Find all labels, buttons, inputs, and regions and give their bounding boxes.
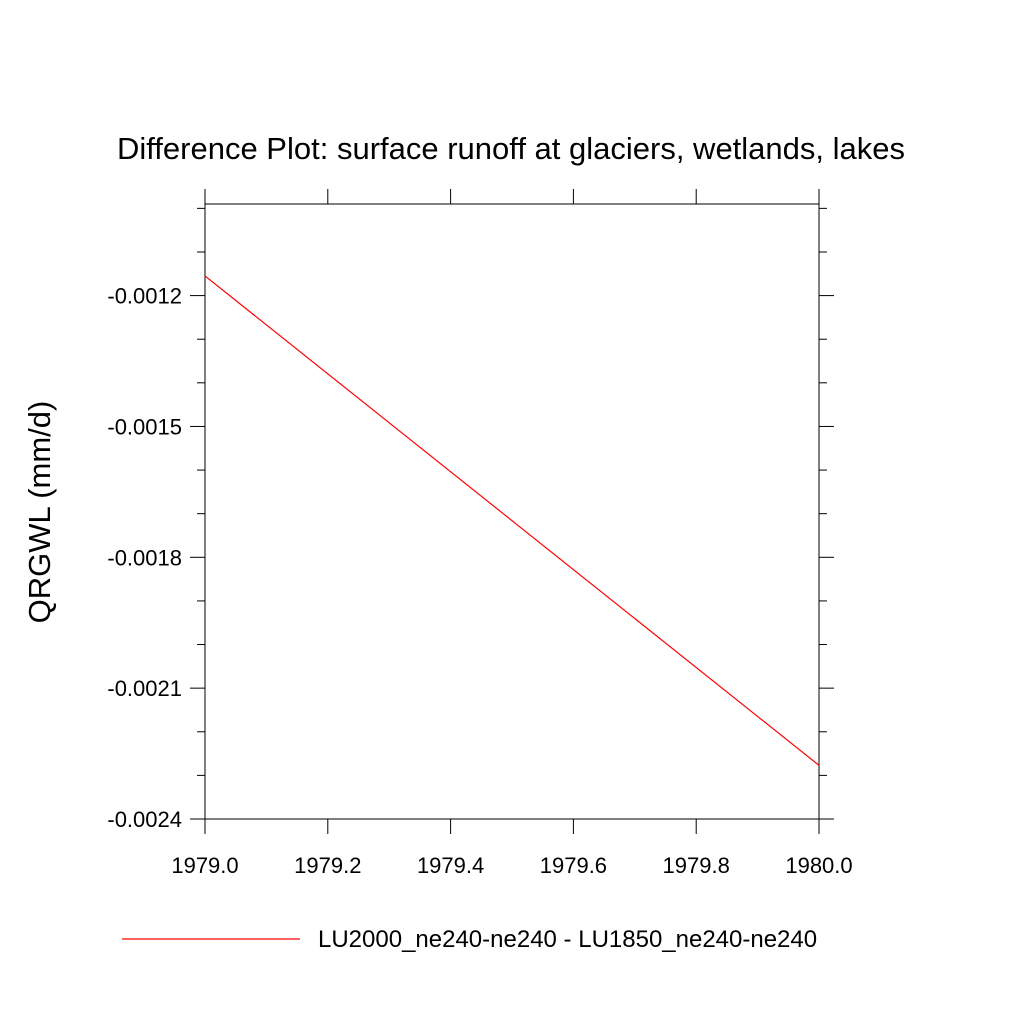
plot-frame xyxy=(204,203,820,820)
legend: LU2000_ne240-ne240 - LU1850_ne240-ne240 xyxy=(122,926,817,953)
series-lines xyxy=(204,275,820,766)
x-axis-ticks xyxy=(204,189,820,834)
y-tick-label: -0.0012 xyxy=(107,284,182,309)
y-axis-tick-labels: -0.0012 -0.0015 -0.0018 -0.0021 -0.0024 xyxy=(107,284,182,832)
y-tick-label: -0.0018 xyxy=(107,545,182,570)
plot-border xyxy=(204,203,820,820)
x-tick-label: 1979.0 xyxy=(171,853,238,878)
y-axis-label: QRGWL (mm/d) xyxy=(22,401,57,624)
x-tick-label: 1979.2 xyxy=(294,853,361,878)
x-tick-label: 1979.6 xyxy=(540,853,607,878)
y-tick-label: -0.0015 xyxy=(107,414,182,439)
series-line xyxy=(204,275,820,766)
x-tick-label: 1979.4 xyxy=(417,853,484,878)
y-tick-label: -0.0024 xyxy=(107,807,182,832)
chart-title: Difference Plot: surface runoff at glaci… xyxy=(117,131,905,166)
x-axis-tick-labels: 1979.0 1979.2 1979.4 1979.6 1979.8 1980.0 xyxy=(171,853,852,878)
x-tick-label: 1980.0 xyxy=(785,853,852,878)
y-axis-ticks xyxy=(190,207,834,820)
x-tick-label: 1979.8 xyxy=(663,853,730,878)
y-tick-label: -0.0021 xyxy=(107,676,182,701)
legend-label: LU2000_ne240-ne240 - LU1850_ne240-ne240 xyxy=(318,926,817,953)
